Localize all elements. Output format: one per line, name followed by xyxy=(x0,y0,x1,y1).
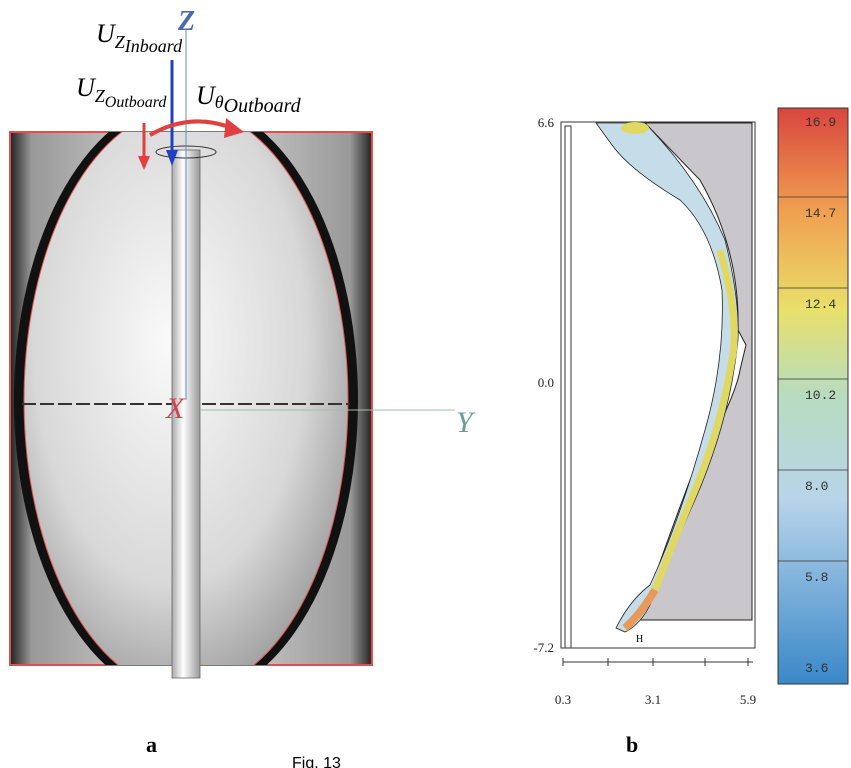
x-tick-label: 3.1 xyxy=(645,692,661,707)
axis-y-label: Y xyxy=(456,406,476,439)
axis-z-label: Z xyxy=(177,6,195,37)
colorbar-tick-label: 12.4 xyxy=(805,297,836,312)
label-uz-outboard: UZOutboard xyxy=(76,73,167,111)
colorbar-tick-label: 3.6 xyxy=(805,661,828,676)
colorbar-tick-label: 10.2 xyxy=(805,388,836,403)
y-tick-label: 0.0 xyxy=(538,375,554,390)
x-tick-label: 0.3 xyxy=(555,692,571,707)
colorbar-tick-label: 8.0 xyxy=(805,479,828,494)
caption: Fig. 13 xyxy=(292,755,341,768)
axis-x-label: X xyxy=(165,392,186,425)
colorbar-tick-label: 14.7 xyxy=(805,206,836,221)
panel-a: UZInboard UZOutboard UθOutboard Z X Y a xyxy=(10,6,476,757)
colorbar-tick-label: 16.9 xyxy=(805,115,836,130)
point-label: H xyxy=(636,634,643,645)
panel-label: a xyxy=(146,732,157,757)
figure: UZInboard UZOutboard UθOutboard Z X Y a … xyxy=(0,0,851,768)
inner-wall xyxy=(565,126,571,648)
label-uz-inboard: UZInboard xyxy=(96,19,183,56)
contour-band xyxy=(621,122,649,134)
x-tick-label: 5.9 xyxy=(740,692,756,707)
colorbar-tick-label: 5.8 xyxy=(805,570,828,585)
panel-label: b xyxy=(626,732,638,757)
y-tick-label: -7.2 xyxy=(533,640,554,655)
label-utheta-outboard: UθOutboard xyxy=(196,81,302,117)
y-tick-label: 6.6 xyxy=(538,115,555,130)
